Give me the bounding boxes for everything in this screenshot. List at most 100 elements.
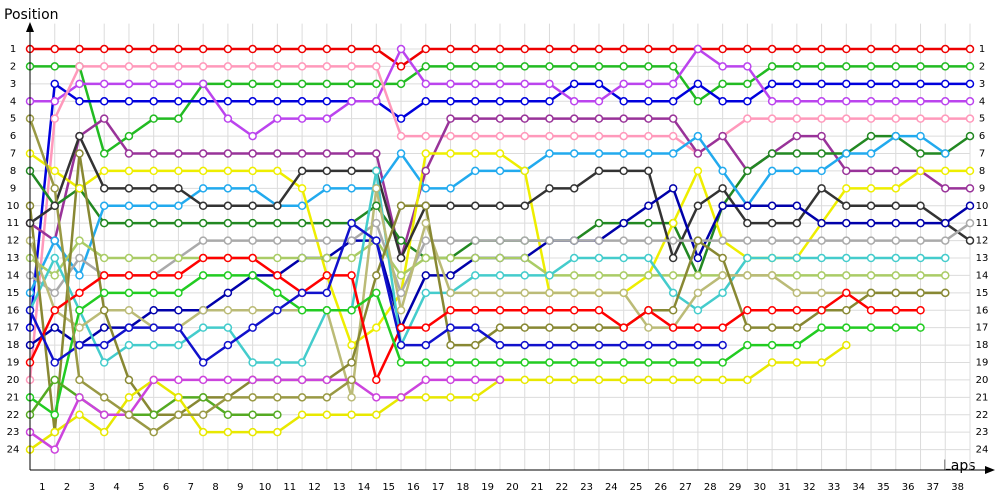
point xyxy=(149,97,158,106)
point xyxy=(718,323,727,332)
point xyxy=(495,323,505,332)
y-tick-label-right: 6 xyxy=(979,131,985,142)
point xyxy=(198,62,208,71)
point xyxy=(668,358,678,367)
point xyxy=(446,114,455,123)
x-tick-label: 3 xyxy=(89,482,95,493)
point xyxy=(421,253,431,263)
point xyxy=(594,149,604,158)
point xyxy=(421,271,431,280)
point xyxy=(174,410,183,420)
point xyxy=(842,201,851,211)
point xyxy=(545,184,554,193)
point xyxy=(693,340,703,350)
x-tick-label: 9 xyxy=(237,482,243,493)
point xyxy=(941,288,950,298)
point xyxy=(372,97,381,106)
point xyxy=(743,114,752,123)
point xyxy=(471,393,480,402)
point xyxy=(594,236,604,245)
point xyxy=(916,114,925,123)
point xyxy=(174,97,183,106)
point xyxy=(446,393,455,402)
point xyxy=(941,253,950,263)
point xyxy=(248,306,257,315)
point xyxy=(124,253,134,263)
point xyxy=(223,375,233,385)
point xyxy=(569,44,579,54)
y-tick-label: 14 xyxy=(7,270,20,281)
point xyxy=(396,236,406,245)
point xyxy=(273,201,282,211)
series-line xyxy=(28,187,946,399)
point xyxy=(916,236,925,245)
point xyxy=(866,201,876,211)
point xyxy=(471,358,480,367)
y-tick-label: 15 xyxy=(7,288,20,299)
x-tick-label: 22 xyxy=(555,482,568,493)
x-tick-label: 18 xyxy=(457,482,470,493)
y-tick-label-right: 8 xyxy=(979,166,985,177)
point xyxy=(248,410,257,420)
point xyxy=(718,271,727,280)
point xyxy=(223,393,233,402)
x-tick-label: 38 xyxy=(951,482,964,493)
point xyxy=(817,358,826,367)
point xyxy=(767,201,777,211)
point xyxy=(718,288,727,298)
point xyxy=(644,166,653,176)
point xyxy=(396,271,406,280)
point xyxy=(446,97,455,106)
point xyxy=(817,271,826,280)
point xyxy=(644,44,653,54)
point xyxy=(718,253,727,263)
point xyxy=(248,375,257,385)
x-tick-label: 24 xyxy=(605,482,618,493)
point xyxy=(149,253,158,263)
point xyxy=(174,218,183,228)
point xyxy=(545,288,554,298)
point xyxy=(297,410,307,420)
point xyxy=(99,149,109,158)
point xyxy=(273,358,282,367)
point xyxy=(124,271,134,280)
x-tick-label: 14 xyxy=(358,482,371,493)
point xyxy=(718,236,727,245)
point xyxy=(248,62,257,71)
x-tick-label: 8 xyxy=(212,482,218,493)
x-tick-label: 35 xyxy=(877,482,890,493)
point xyxy=(619,236,628,245)
point xyxy=(248,131,257,141)
point xyxy=(495,306,505,315)
point xyxy=(198,218,208,228)
point xyxy=(743,62,752,71)
point xyxy=(248,201,257,211)
point xyxy=(99,358,109,367)
point xyxy=(644,271,653,280)
point xyxy=(223,410,233,420)
point xyxy=(99,79,109,89)
x-tick-label: 23 xyxy=(580,482,593,493)
point xyxy=(569,253,579,263)
point xyxy=(792,166,802,176)
point xyxy=(817,184,826,193)
point xyxy=(619,131,628,141)
y-tick-label-right: 3 xyxy=(979,79,985,90)
y-tick-label: 17 xyxy=(7,323,20,334)
point xyxy=(297,201,307,211)
point xyxy=(174,62,183,71)
point xyxy=(644,340,653,350)
point xyxy=(421,62,431,71)
point xyxy=(916,271,925,280)
point xyxy=(495,149,505,158)
y-tick-label: 8 xyxy=(10,166,16,177)
point xyxy=(817,114,826,123)
point xyxy=(174,375,183,385)
point xyxy=(916,201,925,211)
point xyxy=(693,44,703,54)
point xyxy=(322,393,332,402)
point xyxy=(347,218,356,228)
point xyxy=(520,97,529,106)
point xyxy=(545,97,554,106)
point xyxy=(916,166,925,176)
